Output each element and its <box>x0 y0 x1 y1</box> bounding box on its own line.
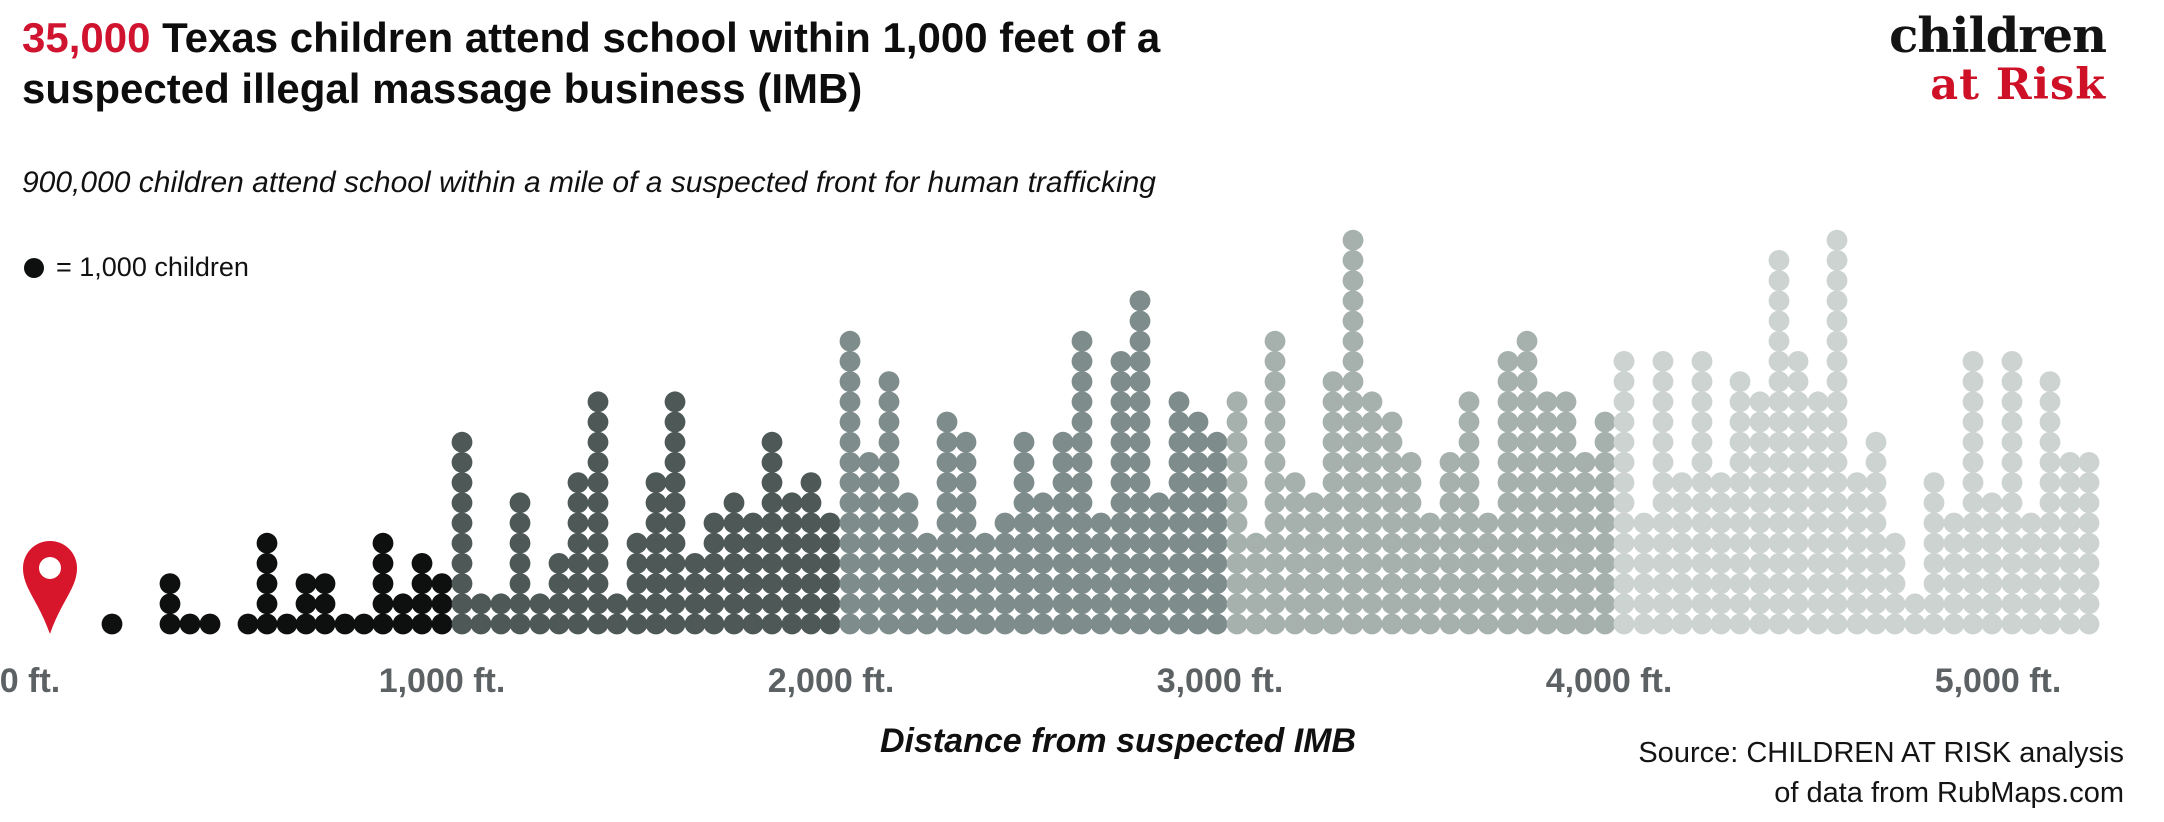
x-axis-tick-label: 5,000 ft. <box>1934 662 2062 700</box>
legend-dot-icon <box>24 257 44 278</box>
logo-atrisk-text: at Risk <box>1930 60 2106 110</box>
x-axis-tick-label: 0 ft. <box>0 662 61 700</box>
source-line2: of data from RubMaps.com <box>1774 777 2124 809</box>
subtitle: 900,000 children attend school within a … <box>22 166 1156 199</box>
dot-band-4000-5400ft <box>1613 229 2100 635</box>
x-axis-tick-label: 3,000 ft. <box>1156 662 1284 700</box>
children-at-risk-logo: children at Risk <box>1889 8 2107 110</box>
origin-map-pin-icon <box>23 541 77 634</box>
x-axis-tick-label: 1,000 ft. <box>378 662 506 700</box>
x-axis-tick-label: 2,000 ft. <box>767 662 895 700</box>
dot-band-1000-2000ft <box>451 391 841 635</box>
legend: = 1,000 children <box>24 252 249 283</box>
title-line1: Texas children attend school within 1,00… <box>150 14 1161 61</box>
page-title: 35,000 Texas children attend school with… <box>22 12 1582 114</box>
x-axis-tick-label: 4,000 ft. <box>1545 662 1673 700</box>
dot-band-2000-3000ft <box>839 290 1228 635</box>
x-axis-title: Distance from suspected IMB <box>879 722 1357 760</box>
source-note: Source: CHILDREN AT RISK analysis of dat… <box>1638 733 2124 813</box>
title-highlight-number: 35,000 <box>22 14 151 61</box>
source-line1: Source: CHILDREN AT RISK analysis <box>1638 737 2124 769</box>
logo-children-text: children <box>1889 8 2107 64</box>
dot-band-0-1000ft <box>101 532 453 635</box>
legend-label: = 1,000 children <box>56 252 249 282</box>
dot-band-3000-4000ft <box>1226 229 1616 635</box>
title-line2: suspected illegal massage business (IMB) <box>22 65 863 112</box>
